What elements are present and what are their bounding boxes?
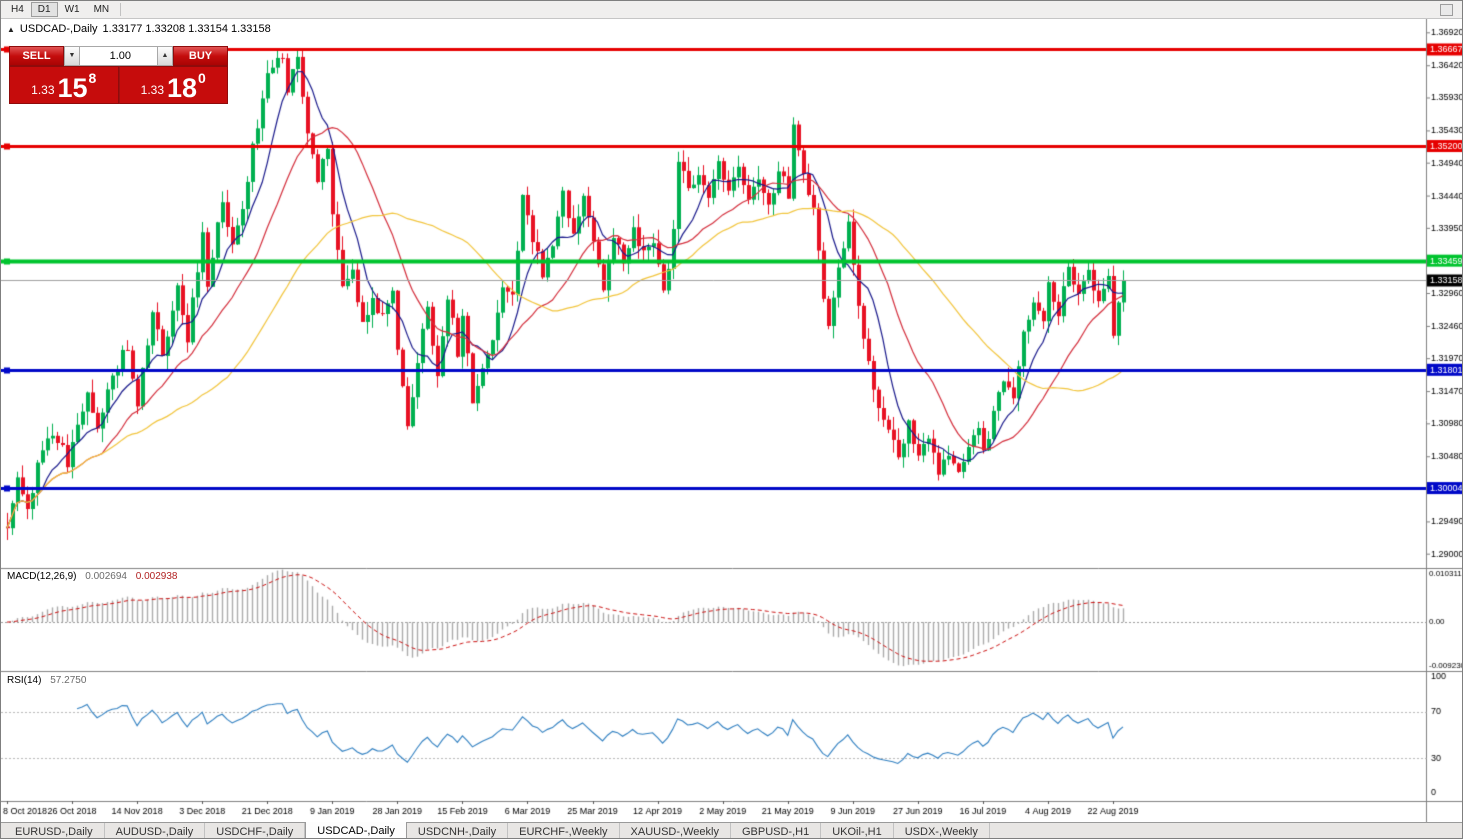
volume-input[interactable] — [80, 46, 157, 66]
buy-price-display[interactable]: 1.33 18 0 — [118, 66, 228, 104]
one-click-trade-panel: SELL ▼ ▲ BUY 1.33 15 8 1.33 18 0 — [9, 46, 228, 104]
timeframe-button-mn[interactable]: MN — [93, 4, 110, 15]
buy-price-prefix: 1.33 — [140, 83, 164, 97]
tab-usdcad-daily[interactable]: USDCAD-,Daily — [305, 822, 407, 838]
timeframe-button-d1[interactable]: D1 — [30, 2, 58, 17]
trade-controls-row: SELL ▼ ▲ BUY — [9, 46, 228, 66]
toolbar-corner-icon[interactable] — [1440, 3, 1453, 16]
macd-signal-value: 0.002938 — [135, 571, 178, 582]
buy-button[interactable]: BUY — [173, 46, 228, 66]
timeframe-button-h4[interactable]: H4 — [11, 4, 24, 15]
rsi-indicator-label: RSI(14) 57.2750 — [7, 675, 86, 686]
chart-title: ▲ USDCAD-,Daily 1.33177 1.33208 1.33154 … — [7, 23, 271, 35]
sell-price-prefix: 1.33 — [31, 83, 55, 97]
chart-ohlc-values: 1.33177 1.33208 1.33154 1.33158 — [102, 23, 271, 35]
tab-usdcnh-daily[interactable]: USDCNH-,Daily — [407, 823, 509, 838]
tab-usdx-weekly[interactable]: USDX-,Weekly — [894, 823, 990, 838]
timeframe-button-w1[interactable]: W1 — [64, 4, 80, 15]
trade-prices-row: 1.33 15 8 1.33 18 0 — [9, 66, 228, 104]
chart-symbol-label: USDCAD-,Daily — [19, 23, 98, 35]
sell-price-superscript: 8 — [88, 70, 97, 86]
macd-value: 0.002694 — [85, 571, 127, 582]
tab-usdchf-daily[interactable]: USDCHF-,Daily — [205, 823, 306, 838]
macd-indicator-label: MACD(12,26,9) 0.002694 0.002938 — [7, 571, 177, 582]
price-chart-canvas[interactable] — [1, 19, 1462, 822]
tab-xauusd-weekly[interactable]: XAUUSD-,Weekly — [620, 823, 731, 838]
collapse-triangle-icon[interactable]: ▲ — [7, 24, 15, 34]
tab-ukoil-h1[interactable]: UKOil-,H1 — [821, 823, 894, 838]
symbol-tab-bar: EURUSD-,Daily AUDUSD-,Daily USDCHF-,Daily U… — [1, 822, 1462, 838]
tab-eurusd-daily[interactable]: EURUSD-,Daily — [4, 823, 105, 838]
tab-gbpusd-h1[interactable]: GBPUSD-,H1 — [731, 823, 822, 838]
rsi-name: RSI(14) — [7, 675, 42, 686]
buy-price-superscript: 0 — [198, 70, 206, 86]
toolbar-separator — [120, 3, 122, 16]
buy-price-pips: 18 — [167, 72, 198, 103]
sell-price-pips: 15 — [57, 72, 88, 103]
chart-area: ▲ USDCAD-,Daily 1.33177 1.33208 1.33154 … — [1, 19, 1462, 822]
rsi-value: 57.2750 — [50, 675, 87, 686]
tab-eurchf-weekly[interactable]: EURCHF-,Weekly — [508, 823, 620, 838]
timeframe-toolbar: H4 D1 W1 MN — [1, 1, 1462, 19]
sell-price-display[interactable]: 1.33 15 8 — [9, 66, 119, 104]
macd-name: MACD(12,26,9) — [7, 571, 77, 582]
volume-decrease-icon[interactable]: ▼ — [64, 46, 80, 66]
sell-button[interactable]: SELL — [9, 46, 64, 66]
tab-audusd-daily[interactable]: AUDUSD-,Daily — [105, 823, 206, 838]
timeframe-button-group: H4 D1 W1 MN — [4, 2, 116, 17]
volume-increase-icon[interactable]: ▲ — [157, 46, 173, 66]
